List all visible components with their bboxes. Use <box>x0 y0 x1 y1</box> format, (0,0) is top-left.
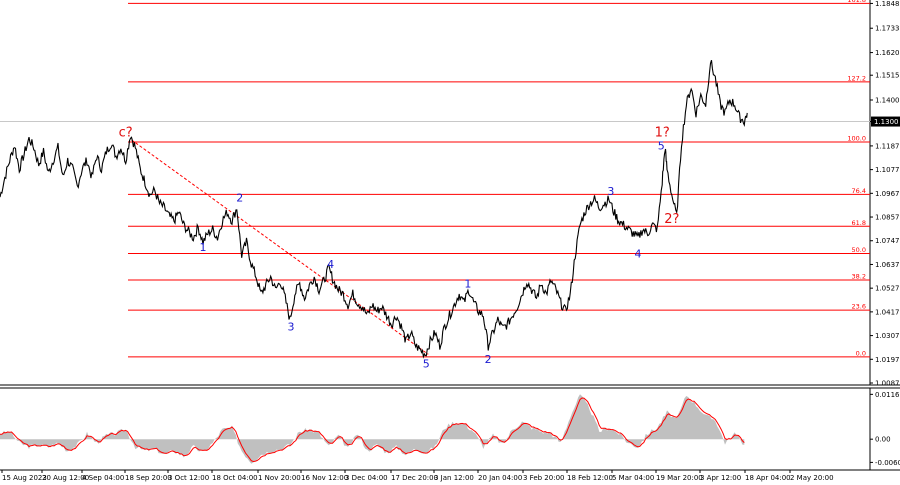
wave-label-11: 1? <box>655 126 670 141</box>
price-tick-label: 1.1077 <box>875 166 900 174</box>
fib-label-161.8: 161.8 <box>847 0 866 4</box>
time-tick-label: 3 Oct 12:00 <box>168 474 209 482</box>
price-axis: 1.1848 1.1733 1.1620 1.1515 1.1400 1.1300 1.11… <box>870 0 900 388</box>
price-tick-label: 1.1848 <box>875 0 900 8</box>
price-tick-label: 1.1187 <box>875 142 900 150</box>
time-tick-label: 19 Mar 20:00 <box>656 474 703 482</box>
price-tick-label: 1.1733 <box>875 25 900 33</box>
oscillator-tick-label: -0.00604 <box>875 459 900 467</box>
current-price-label: 1.1300 <box>874 118 899 126</box>
price-tick-label: 1.0857 <box>875 214 900 222</box>
fib-label-38.2: 38.2 <box>852 272 866 280</box>
price-series <box>0 60 748 359</box>
fib-label-127.2: 127.2 <box>847 74 866 82</box>
wave-label-5: 5 <box>423 357 430 370</box>
fib-label-23.6: 23.6 <box>852 303 866 311</box>
fibonacci-levels: 0.0 23.6 38.2 50.0 61.8 76.4 100.0 127.2 161.8 <box>0 0 870 358</box>
price-tick-label: 1.1620 <box>875 49 900 57</box>
time-tick-label: 20 Aug 12:00 <box>42 474 89 482</box>
wave-label-12: 2? <box>664 212 679 227</box>
wave-label-1: 1 <box>200 241 207 254</box>
wave-label-3: 3 <box>287 321 294 334</box>
oscillator-signal-line <box>0 397 745 463</box>
price-tick-label: 1.0747 <box>875 237 900 245</box>
wave-label-2: 2 <box>236 191 243 204</box>
price-tick-label: 1.0637 <box>875 261 900 269</box>
oscillator-panel: 0.01167 0.00 -0.00604 <box>0 391 900 467</box>
time-tick-label: 2 May 20:00 <box>790 474 834 482</box>
fib-label-0.0: 0.0 <box>856 349 866 357</box>
oscillator-tick-label: 0.01167 <box>875 391 900 399</box>
fib-label-76.4: 76.4 <box>852 187 866 195</box>
time-tick-label: 15 Aug 2023 <box>2 474 47 482</box>
fib-label-61.8: 61.8 <box>852 219 866 227</box>
oscillator-histogram <box>0 394 745 464</box>
time-tick-label: 17 Dec 20:00 <box>391 474 438 482</box>
price-tick-label: 1.0087 <box>875 380 900 388</box>
time-tick-label: 3 Feb 20:00 <box>523 474 564 482</box>
fib-label-100.0: 100.0 <box>847 135 866 143</box>
time-tick-label: 18 Sep 20:00 <box>125 474 172 482</box>
wave-label-6: 1 <box>464 278 471 291</box>
time-tick-label: 18 Feb 12:00 <box>567 474 613 482</box>
price-tick-label: 1.0967 <box>875 190 900 198</box>
time-tick-label: 4 Sep 04:00 <box>82 474 124 482</box>
wave-label-9: 4 <box>635 247 642 260</box>
price-tick-label: 1.0417 <box>875 308 900 316</box>
price-line <box>0 60 748 359</box>
price-tick-label: 1.1400 <box>875 96 900 104</box>
time-tick-label: 3 Dec 04:00 <box>345 474 388 482</box>
price-tick-label: 1.1515 <box>875 72 900 80</box>
wave-label-10: 5 <box>658 140 665 153</box>
fib-label-50.0: 50.0 <box>852 246 866 254</box>
time-tick-label: 1 Nov 20:00 <box>258 474 301 482</box>
dashed-trendline <box>131 139 429 355</box>
time-tick-label: 3 Jan 12:00 <box>434 474 474 482</box>
time-tick-label: 5 Mar 04:00 <box>612 474 654 482</box>
price-tick-label: 1.0527 <box>875 285 900 293</box>
price-tick-label: 1.0197 <box>875 356 900 364</box>
time-tick-label: 20 Jan 04:00 <box>478 474 522 482</box>
time-tick-label: 18 Apr 04:00 <box>745 474 791 482</box>
oscillator-tick-label: 0.00 <box>875 436 891 444</box>
wave-label-0: c? <box>119 126 133 141</box>
time-tick-label: 18 Oct 04:00 <box>212 474 258 482</box>
current-price-badge <box>871 116 900 127</box>
price-tick-label: 1.0307 <box>875 332 900 340</box>
trendline-layer <box>131 139 429 355</box>
wave-label-7: 2 <box>485 353 492 366</box>
time-tick-label: 16 Nov 12:00 <box>301 474 348 482</box>
time-tick-label: 3 Apr 12:00 <box>700 474 741 482</box>
wave-label-8: 3 <box>607 185 614 198</box>
wave-label-4: 4 <box>327 258 334 271</box>
